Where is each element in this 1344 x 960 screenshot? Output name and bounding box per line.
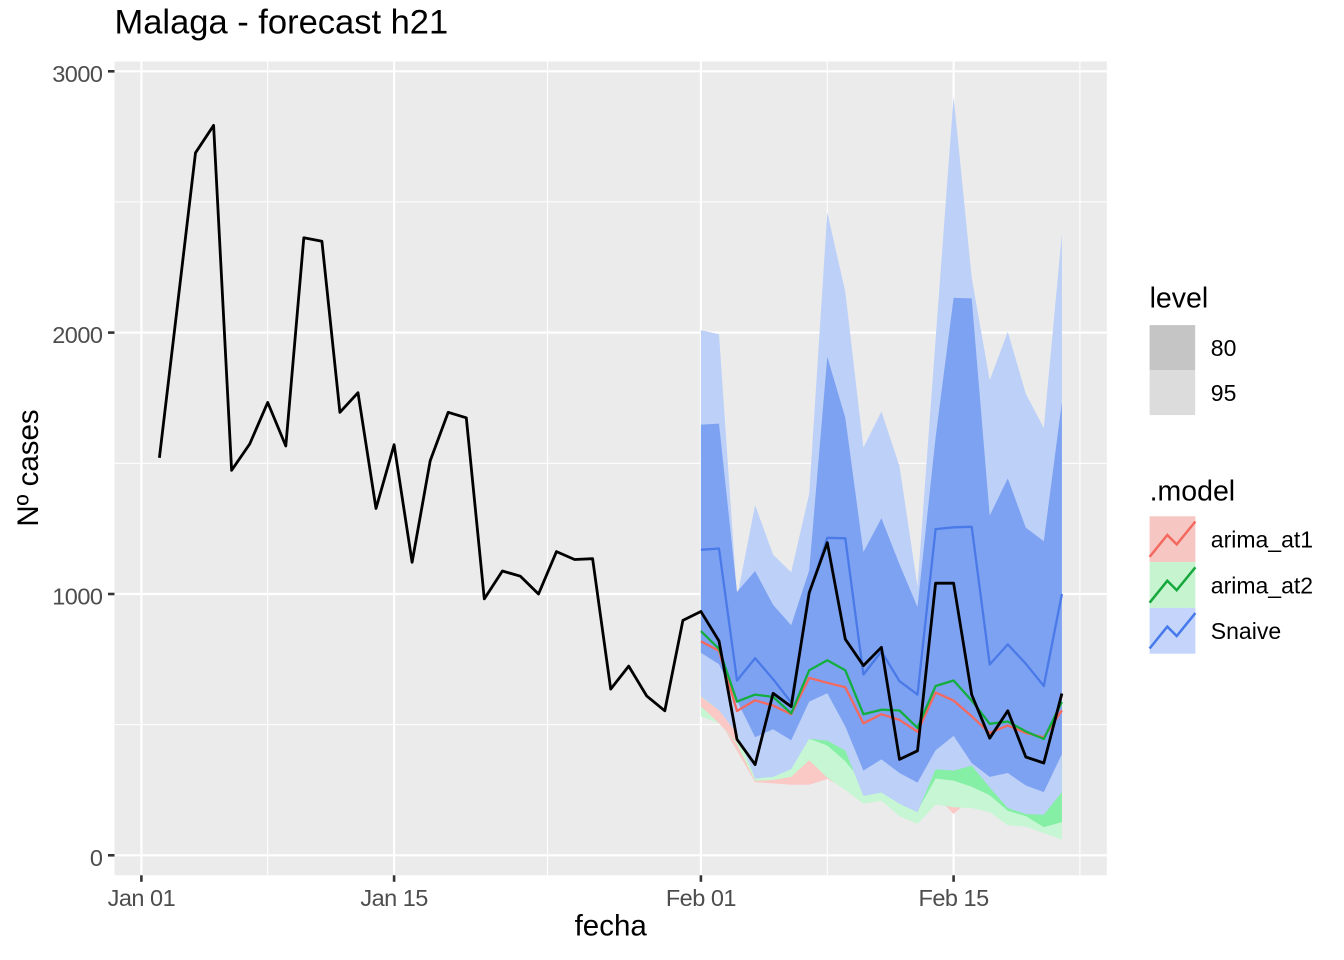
svg-text:arima_at2: arima_at2 xyxy=(1211,572,1313,598)
svg-text:fecha: fecha xyxy=(575,910,648,943)
svg-text:Nº cases: Nº cases xyxy=(12,409,45,526)
svg-text:1000: 1000 xyxy=(52,584,103,610)
svg-text:95: 95 xyxy=(1211,380,1237,406)
svg-text:2000: 2000 xyxy=(52,322,103,348)
svg-text:level: level xyxy=(1150,282,1209,314)
svg-text:Jan 15: Jan 15 xyxy=(360,885,428,911)
svg-text:Snaive: Snaive xyxy=(1211,618,1281,644)
svg-text:arima_at1: arima_at1 xyxy=(1211,527,1313,553)
svg-text:3000: 3000 xyxy=(52,61,103,87)
svg-text:Feb 15: Feb 15 xyxy=(919,885,990,911)
svg-text:Feb 01: Feb 01 xyxy=(666,885,736,911)
svg-text:0: 0 xyxy=(90,845,103,871)
svg-text:.model: .model xyxy=(1150,476,1236,508)
svg-text:Malaga - forecast h21: Malaga - forecast h21 xyxy=(115,4,449,42)
svg-text:80: 80 xyxy=(1211,335,1237,361)
svg-text:Jan 01: Jan 01 xyxy=(108,885,176,911)
